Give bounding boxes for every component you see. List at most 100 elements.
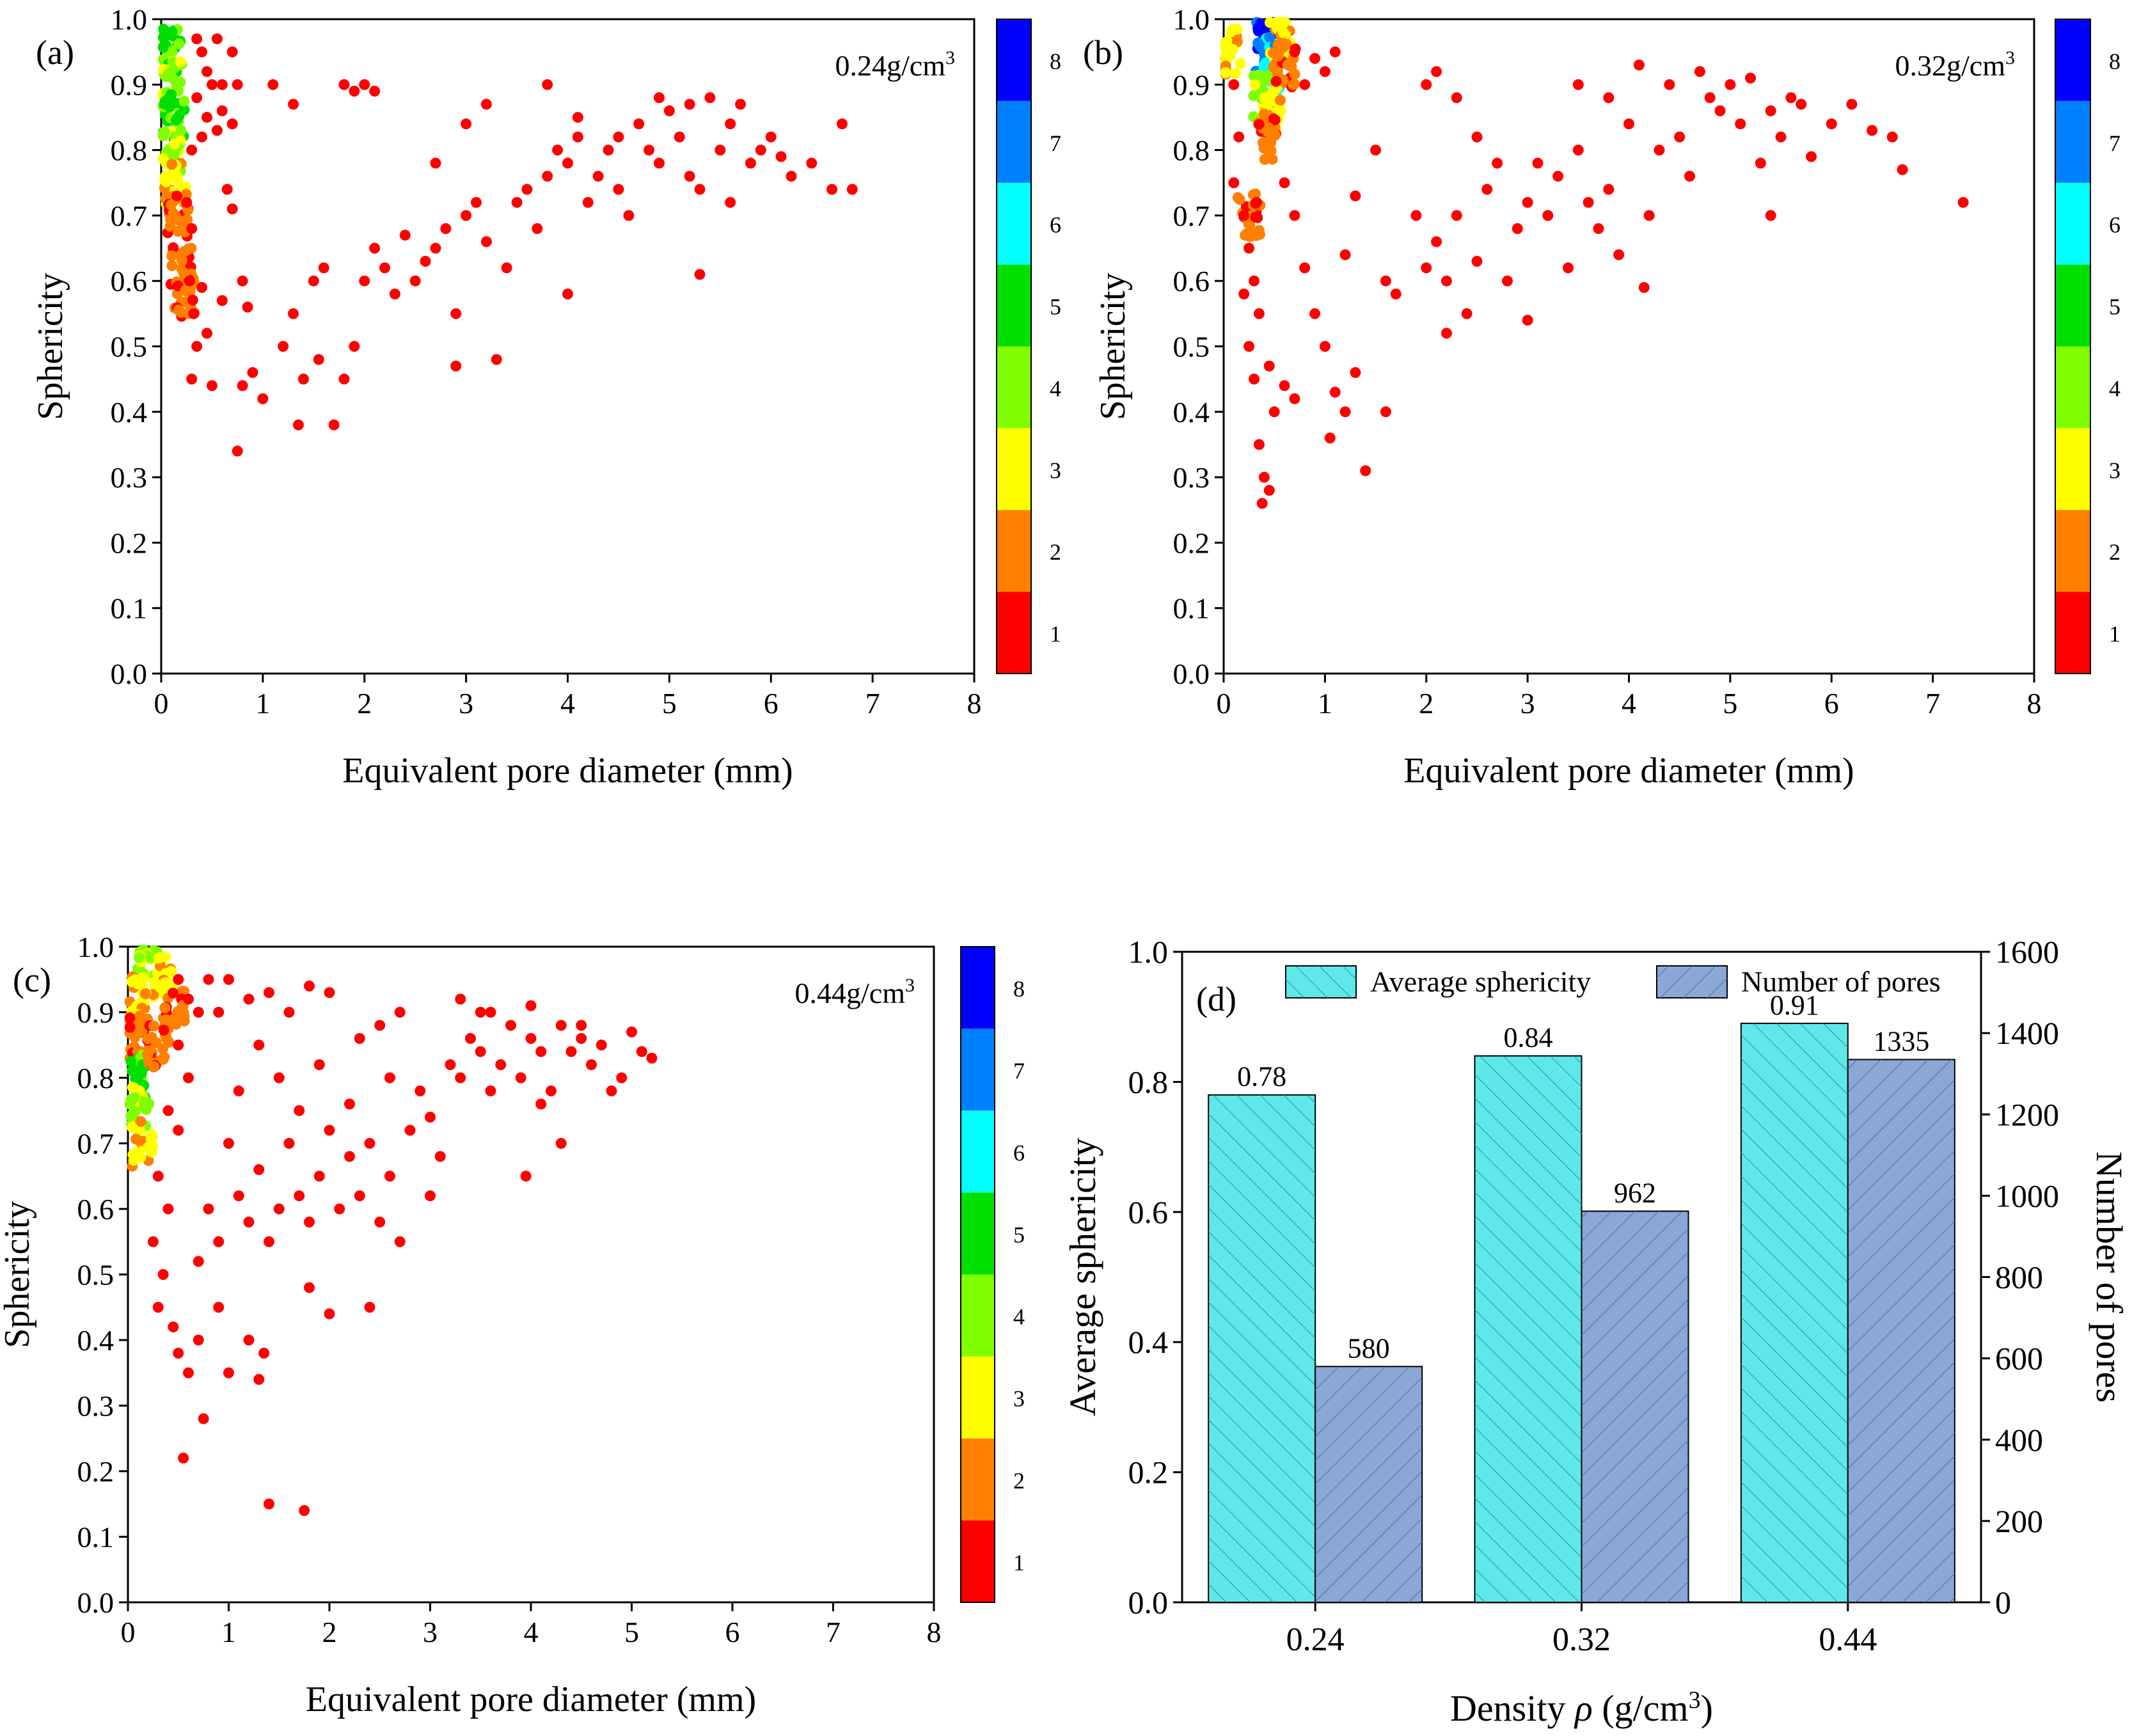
scatter-point xyxy=(168,1322,179,1332)
panel-d-bar-chart: 0.0 0.2 0.4 0.6 0.8 1.0 0 200 400 600 800 1000 1200 1… xyxy=(1062,934,2130,1729)
y2-tick-label: 1000 xyxy=(1995,1178,2059,1213)
scatter-point xyxy=(576,1033,587,1044)
scatter-point xyxy=(216,105,228,116)
scatter-point xyxy=(1350,367,1361,378)
colorbar-tick-label: 2 xyxy=(2109,539,2120,565)
scatter-point xyxy=(162,1203,174,1215)
cluster-point xyxy=(175,76,186,88)
cluster-point xyxy=(159,96,171,107)
y-tick-label: 0.8 xyxy=(1173,134,1210,167)
scatter-point xyxy=(273,1072,285,1084)
y-tick-label: 0.7 xyxy=(1173,200,1210,232)
y-tick-label: 0.2 xyxy=(1128,1455,1169,1490)
scatter-point xyxy=(565,1046,577,1057)
colorbar-segment xyxy=(997,428,1031,510)
colorbar: 1 2 3 4 5 6 7 8 xyxy=(2055,19,2120,674)
x-tick-label: 0 xyxy=(154,687,169,720)
y-tick-label: 1.0 xyxy=(77,931,114,963)
colorbar-tick-label: 5 xyxy=(2109,294,2120,320)
colorbar-tick-label: 1 xyxy=(1050,621,1061,647)
scatter-point xyxy=(243,1334,255,1346)
scatter-point xyxy=(183,993,194,1005)
cluster-point xyxy=(173,304,184,316)
y-tick-label: 0.6 xyxy=(77,1193,114,1226)
scatter-point xyxy=(283,1007,295,1018)
scatter-point xyxy=(294,1190,305,1201)
y-tick-label: 0.0 xyxy=(111,658,148,690)
scatter-point xyxy=(1638,281,1650,293)
cluster-point xyxy=(1232,192,1244,203)
cluster-point xyxy=(1250,198,1261,209)
scatter-point xyxy=(1957,196,1969,208)
cluster-point xyxy=(142,1049,154,1061)
scatter-point xyxy=(253,1039,265,1051)
scatter-point xyxy=(1289,46,1300,58)
scatter-point xyxy=(304,981,315,991)
scatter-point xyxy=(1244,242,1255,254)
cluster-point xyxy=(134,952,145,963)
scatter-point xyxy=(765,131,777,143)
scatter-point xyxy=(603,145,614,156)
scatter-point xyxy=(480,99,492,110)
scatter-point xyxy=(247,367,258,378)
scatter-point xyxy=(191,33,203,45)
y-tick-label: 0.5 xyxy=(1173,331,1210,363)
scatter-point xyxy=(297,374,309,385)
cluster-point xyxy=(168,207,179,219)
scatter-point xyxy=(273,1203,285,1215)
scatter-point xyxy=(1785,92,1797,104)
scatter-point xyxy=(450,360,462,372)
scatter-point xyxy=(304,1282,315,1293)
scatter-point xyxy=(223,1138,234,1149)
scatter-point xyxy=(1244,341,1255,352)
x-tick-label: 8 xyxy=(2027,687,2042,720)
y-tick-label: 0.7 xyxy=(111,200,148,232)
scatter-point xyxy=(193,1007,204,1018)
cluster-point xyxy=(175,125,187,136)
y-tick-label: 0.2 xyxy=(1173,526,1210,559)
y-axis-label: Average sphericity xyxy=(1062,1138,1103,1416)
scatter-point xyxy=(1253,308,1265,319)
x-tick-label: 3 xyxy=(423,1616,438,1648)
cluster-point xyxy=(124,1012,136,1023)
cluster-point xyxy=(1275,95,1286,106)
scatter-point xyxy=(1431,236,1442,248)
cluster-point xyxy=(139,988,151,1000)
cluster-point xyxy=(1229,68,1241,79)
scatter-point xyxy=(430,157,441,169)
scatter-point xyxy=(369,242,381,254)
scatter-point xyxy=(292,419,304,430)
scatter-point xyxy=(1263,360,1275,372)
cluster-point xyxy=(1264,17,1275,28)
x-tick-label: 6 xyxy=(725,1616,740,1648)
scatter-point xyxy=(193,1334,204,1346)
y-tick-label: 0.9 xyxy=(1173,68,1210,101)
scatter-point xyxy=(253,1374,265,1385)
scatter-point xyxy=(1309,308,1321,319)
cluster-point xyxy=(180,189,192,200)
cluster-point xyxy=(135,1116,146,1127)
scatter-point xyxy=(183,1367,194,1378)
colorbar-tick-label: 3 xyxy=(1050,457,1061,483)
scatter-point xyxy=(1410,210,1422,221)
cluster-point xyxy=(168,97,180,109)
density-annotation: 0.24g/cm3 xyxy=(835,47,955,82)
scatter-point xyxy=(1441,275,1452,287)
scatter-point xyxy=(1451,210,1462,221)
scatter-point xyxy=(663,105,675,116)
bar-hatch xyxy=(1315,1366,1423,1602)
cluster-point xyxy=(1250,211,1261,223)
scatter-point xyxy=(455,993,466,1005)
scatter-point xyxy=(198,1413,209,1424)
scatter-point xyxy=(384,1171,395,1182)
colorbar-tick-label: 6 xyxy=(1050,212,1061,238)
scatter-point xyxy=(626,1026,637,1038)
scatter-point xyxy=(562,157,573,169)
y-tick-label: 0.2 xyxy=(77,1455,114,1488)
scatter-point xyxy=(1228,79,1240,90)
scatter-point xyxy=(755,145,766,156)
x-tick-label: 8 xyxy=(967,687,982,720)
cluster-point xyxy=(157,1053,169,1065)
scatter-point xyxy=(1329,386,1341,398)
scatter-point xyxy=(1319,66,1331,77)
